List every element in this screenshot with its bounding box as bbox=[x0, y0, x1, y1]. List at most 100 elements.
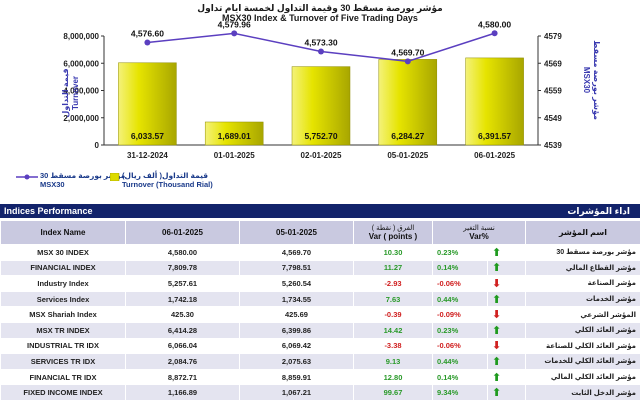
table-row: MSX TR INDEX 6,414.28 6,399.86 14.42 0.23% ⬆ م… bbox=[0, 321, 640, 339]
arabic-name-cell: مؤشر العائد الكلي للخدمات bbox=[525, 353, 640, 370]
legend-turnover: قيمة التداول( ألف ريال) Turnover (Thousa… bbox=[110, 171, 213, 189]
direction-arrow-cell: ⬆ bbox=[486, 384, 527, 401]
section-header: Indices Performance اداء المؤشرات bbox=[0, 204, 640, 218]
var-points-cell: 11.27 bbox=[353, 259, 433, 277]
var-pct-cell: 0.44% bbox=[432, 290, 488, 308]
right-tick-label: 4539 bbox=[544, 141, 562, 150]
legend-turnover-en: Turnover (Thousand Rial) bbox=[122, 180, 213, 189]
legend-msx30-ar: مؤشر بورصة مسقط 30 bbox=[40, 171, 126, 180]
var-pct-cell: 0.23% bbox=[432, 244, 488, 261]
date1-value-cell: 2,084.76 bbox=[125, 353, 240, 370]
header-var: الفرق ( نقطة ) Var ( points ) bbox=[353, 220, 433, 245]
var-pct-cell: 0.14% bbox=[432, 368, 488, 386]
left-tick-label: 8,000,000 bbox=[63, 32, 99, 41]
arabic-name-cell: مؤشر العائد الكلي للصناعة bbox=[525, 337, 640, 355]
bar-value-label: 1,689.01 bbox=[218, 131, 251, 141]
turnover-bar bbox=[204, 121, 264, 146]
legend-turnover-ar: قيمة التداول( ألف ريال) bbox=[122, 171, 209, 180]
header-index-name: Index Name bbox=[0, 220, 126, 245]
left-tick-label: 2,000,000 bbox=[63, 114, 99, 123]
index-name-cell: FIXED INCOME INDEX bbox=[0, 384, 126, 401]
var-points-cell: 9.13 bbox=[353, 353, 433, 370]
arrow-up-icon: ⬆ bbox=[492, 262, 502, 275]
x-tick-label: 06-01-2025 bbox=[474, 151, 515, 160]
index-name-cell: SERVICES TR IDX bbox=[0, 353, 126, 370]
arabic-name-cell: مؤشر بورصة مسقط 30 bbox=[525, 244, 640, 261]
arrow-up-icon: ⬆ bbox=[492, 355, 502, 368]
direction-arrow-cell: ⬆ bbox=[486, 290, 527, 308]
legend-bar-marker bbox=[110, 173, 120, 181]
direction-arrow-cell: ⬇ bbox=[486, 337, 527, 355]
date1-value-cell: 7,809.78 bbox=[125, 259, 240, 277]
line-value-label: 4,579.96 bbox=[218, 19, 251, 29]
direction-arrow-cell: ⬇ bbox=[486, 275, 527, 292]
arabic-name-cell: مؤشر القطاع المالي bbox=[525, 259, 640, 277]
line-value-label: 4,576.60 bbox=[131, 29, 164, 39]
date1-value-cell: 5,257.61 bbox=[125, 275, 240, 292]
line-value-label: 4,580.00 bbox=[478, 19, 511, 29]
legend-line-marker bbox=[16, 174, 38, 180]
var-points-cell: 10.30 bbox=[353, 244, 433, 261]
var-pct-cell: -0.09% bbox=[432, 306, 488, 323]
arabic-name-cell: مؤشر الدخل الثابت bbox=[525, 384, 640, 401]
date2-value-cell: 6,069.42 bbox=[239, 337, 354, 355]
left-tick-label: 4,000,000 bbox=[63, 87, 99, 96]
x-tick-label: 02-01-2025 bbox=[301, 151, 342, 160]
arabic-name-cell: مؤشر الخدمات bbox=[525, 290, 640, 308]
arrow-up-icon: ⬆ bbox=[492, 371, 502, 384]
x-tick-label: 05-01-2025 bbox=[387, 151, 428, 160]
section-title-ar: اداء المؤشرات bbox=[567, 206, 630, 216]
date1-value-cell: 8,872.71 bbox=[125, 368, 240, 386]
date1-value-cell: 4,580.00 bbox=[125, 244, 240, 261]
bar-value-label: 5,752.70 bbox=[304, 131, 337, 141]
bar-value-label: 6,391.57 bbox=[478, 131, 511, 141]
table-body: MSX 30 INDEX 4,580.00 4,569.70 10.30 0.23% ⬆ م… bbox=[0, 244, 640, 401]
right-axis-title-en: MSX30 bbox=[582, 67, 591, 94]
msx30-point bbox=[144, 39, 151, 46]
index-name-cell: FINANCIAL TR IDX bbox=[0, 368, 126, 386]
legend-msx30-en: MSX30 bbox=[40, 180, 65, 189]
table-row: FINANCIAL INDEX 7,809.78 7,798.51 11.27 0.14… bbox=[0, 259, 640, 277]
chart-title-arabic: مؤشر بورصة مسقط 30 وقيمة التداول لخمسة ا… bbox=[197, 3, 443, 13]
date1-value-cell: 1,742.18 bbox=[125, 290, 240, 308]
var-points-cell: -2.93 bbox=[353, 275, 433, 292]
date2-value-cell: 425.69 bbox=[239, 306, 354, 323]
date1-value-cell: 425.30 bbox=[125, 306, 240, 323]
x-tick-label: 31-12-2024 bbox=[127, 151, 168, 160]
arrow-up-icon: ⬆ bbox=[492, 246, 502, 259]
legend-msx30: مؤشر بورصة مسقط 30 MSX30 bbox=[16, 171, 126, 189]
date2-value-cell: 1,067.21 bbox=[239, 384, 354, 401]
right-tick-label: 4549 bbox=[544, 114, 562, 123]
var-points-cell: 12.80 bbox=[353, 368, 433, 386]
indices-table: Index Name 06-01-2025 05-01-2025 الفرق (… bbox=[0, 220, 640, 401]
date2-value-cell: 4,569.70 bbox=[239, 244, 354, 261]
var-pct-cell: 0.23% bbox=[432, 321, 488, 339]
section-title-en: Indices Performance bbox=[4, 206, 93, 216]
direction-arrow-cell: ⬇ bbox=[486, 306, 527, 323]
turnover-bar bbox=[291, 66, 351, 146]
arrow-up-icon: ⬆ bbox=[492, 387, 502, 400]
var-points-cell: -0.39 bbox=[353, 306, 433, 323]
turnover-bar bbox=[465, 57, 524, 146]
table-row: INDUSTRIAL TR IDX 6,066.04 6,069.42 -3.38 -0… bbox=[0, 337, 640, 355]
index-name-cell: MSX 30 INDEX bbox=[0, 244, 126, 261]
var-points-cell: -3.38 bbox=[353, 337, 433, 355]
line-value-label: 4,569.70 bbox=[391, 47, 424, 57]
left-axis-title-ar: قيمة التداول bbox=[61, 68, 70, 117]
date2-value-cell: 1,734.55 bbox=[239, 290, 354, 308]
turnover-bar bbox=[118, 62, 177, 146]
table-row: MSX Shariah Index 425.30 425.69 -0.39 -0.09%… bbox=[0, 306, 640, 323]
right-axis-title-ar: مؤشر بورصة مسقط bbox=[592, 40, 601, 120]
left-axis-title-en: Turnover bbox=[71, 76, 80, 110]
header-var-en: Var ( points ) bbox=[368, 232, 418, 241]
index-name-cell: FINANCIAL INDEX bbox=[0, 259, 126, 277]
var-pct-cell: 9.34% bbox=[432, 384, 488, 401]
table-row: FINANCIAL TR IDX 8,872.71 8,859.91 12.80 0.1… bbox=[0, 368, 640, 386]
msx30-point bbox=[491, 30, 498, 37]
table-row: FIXED INCOME INDEX 1,166.89 1,067.21 99.67 9… bbox=[0, 384, 640, 401]
arrow-down-icon: ⬇ bbox=[492, 309, 502, 322]
date2-value-cell: 8,859.91 bbox=[239, 368, 354, 386]
date1-value-cell: 6,414.28 bbox=[125, 321, 240, 339]
arabic-name-cell: مؤشر الصناعة bbox=[525, 275, 640, 292]
x-tick-label: 01-01-2025 bbox=[214, 151, 255, 160]
